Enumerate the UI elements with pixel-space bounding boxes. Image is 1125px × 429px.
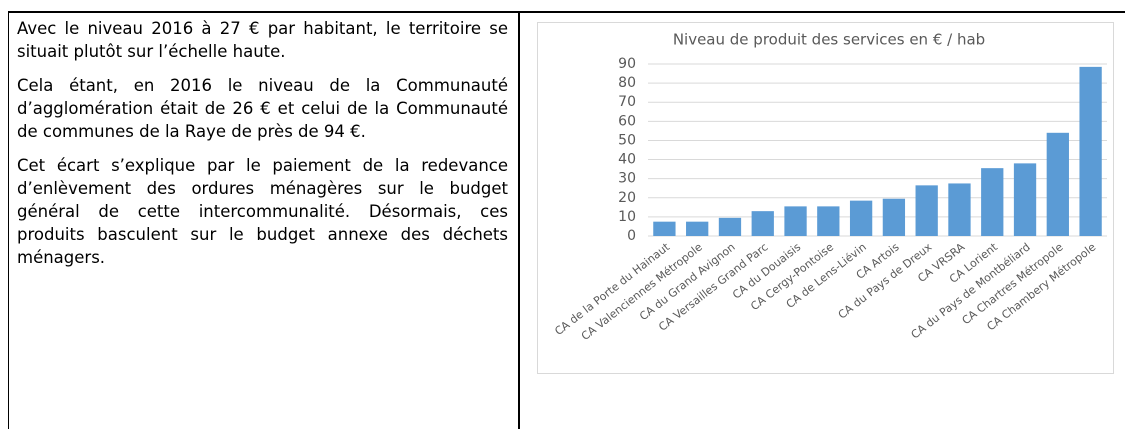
- y-tick-label: 60: [618, 113, 636, 129]
- bar: [981, 168, 1004, 236]
- y-tick-label: 30: [618, 171, 636, 187]
- paragraph: Avec le niveau 2016 à 27 € par habitant,…: [17, 19, 508, 61]
- y-tick-label: 70: [618, 94, 636, 110]
- y-tick-label: 90: [618, 56, 636, 72]
- bar: [817, 206, 840, 236]
- bar: [686, 221, 709, 236]
- bar: [653, 221, 676, 236]
- chart-frame: [537, 22, 1114, 374]
- bar: [882, 198, 906, 236]
- chart-title: Niveau de produit des services en € / ha…: [673, 31, 985, 49]
- bar: [948, 183, 971, 236]
- bar: [1079, 66, 1102, 236]
- rule: [8, 11, 1125, 13]
- bar: [784, 206, 807, 236]
- bar: [1046, 132, 1069, 236]
- bar: [1013, 163, 1037, 236]
- bar: [915, 185, 938, 236]
- y-tick-label: 20: [618, 190, 636, 206]
- y-tick-label: 40: [618, 152, 636, 168]
- bar: [751, 211, 774, 236]
- chart: Niveau de produit des services en € / ha…: [552, 31, 1107, 343]
- y-tick-label: 10: [618, 209, 636, 225]
- text-box: Avec le niveau 2016 à 27 € par habitant,…: [8, 11, 520, 429]
- y-tick-label: 80: [618, 75, 636, 91]
- paragraph: Cet écart s’explique par le paiement de …: [17, 156, 508, 267]
- paragraph: Cela étant, en 2016 le niveau de la Comm…: [17, 76, 508, 141]
- bar: [849, 200, 873, 236]
- y-tick-label: 0: [627, 228, 636, 244]
- bar: [718, 217, 742, 236]
- y-tick-label: 50: [618, 132, 636, 148]
